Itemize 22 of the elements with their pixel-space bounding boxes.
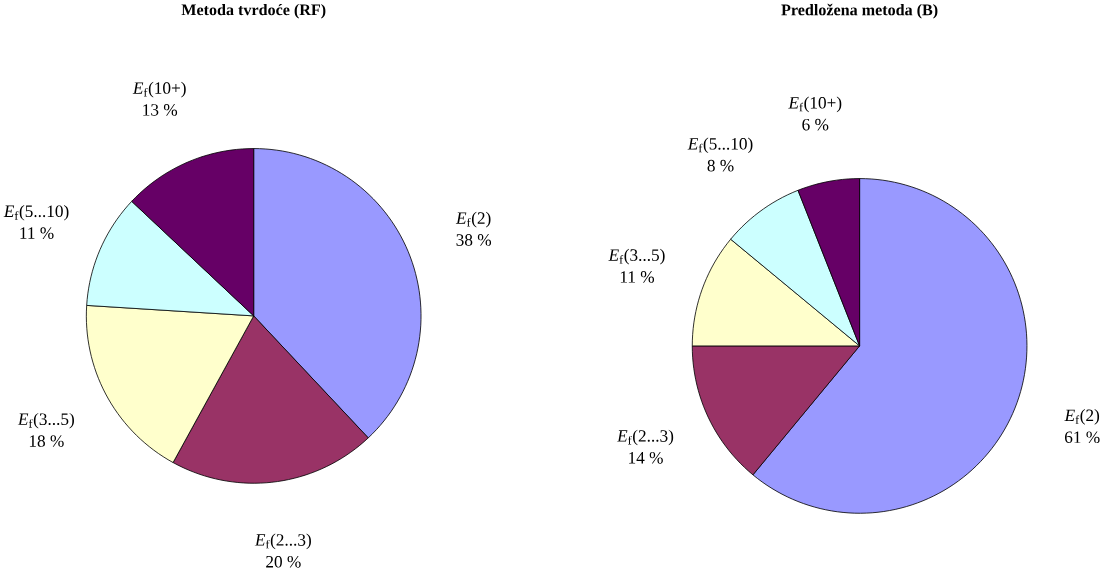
data-label: 11 % (20, 227, 54, 239)
chart-title: Metoda tvrdoće (RF) (181, 3, 326, 19)
data-label: 6 % (802, 118, 829, 131)
data-label: 18 % (29, 434, 64, 447)
slice-label: E$_{f}$(2...3) (254, 533, 311, 550)
slice-label: E$_{f}$(3...5) (17, 412, 74, 429)
data-label: 20 % (266, 555, 301, 568)
slice-label: E$_{f}$(2...3) (616, 429, 674, 446)
data-label: 38 % (456, 233, 492, 246)
data-label: 13 % (143, 103, 178, 116)
chart-title: Predložena metoda (B) (781, 3, 938, 19)
slice-label: E$_{f}$(5...10) (687, 137, 753, 153)
data-label: 61 % (1064, 431, 1100, 443)
slice-label: E$_{f}$(2) (455, 211, 491, 228)
slice-label: E$_{f}$(3...5) (608, 248, 665, 265)
slice-label: E$_{f}$(10+) (132, 81, 186, 98)
data-label: 11 % (620, 270, 655, 283)
data-label: 8 % (707, 159, 734, 172)
slice-label: E$_{f}$(10+) (788, 96, 842, 112)
data-label: 14 % (629, 451, 663, 464)
slice-label: E$_{f}$(5...10) (3, 204, 69, 221)
slice-label: E$_{f}$(2) (1064, 408, 1100, 425)
